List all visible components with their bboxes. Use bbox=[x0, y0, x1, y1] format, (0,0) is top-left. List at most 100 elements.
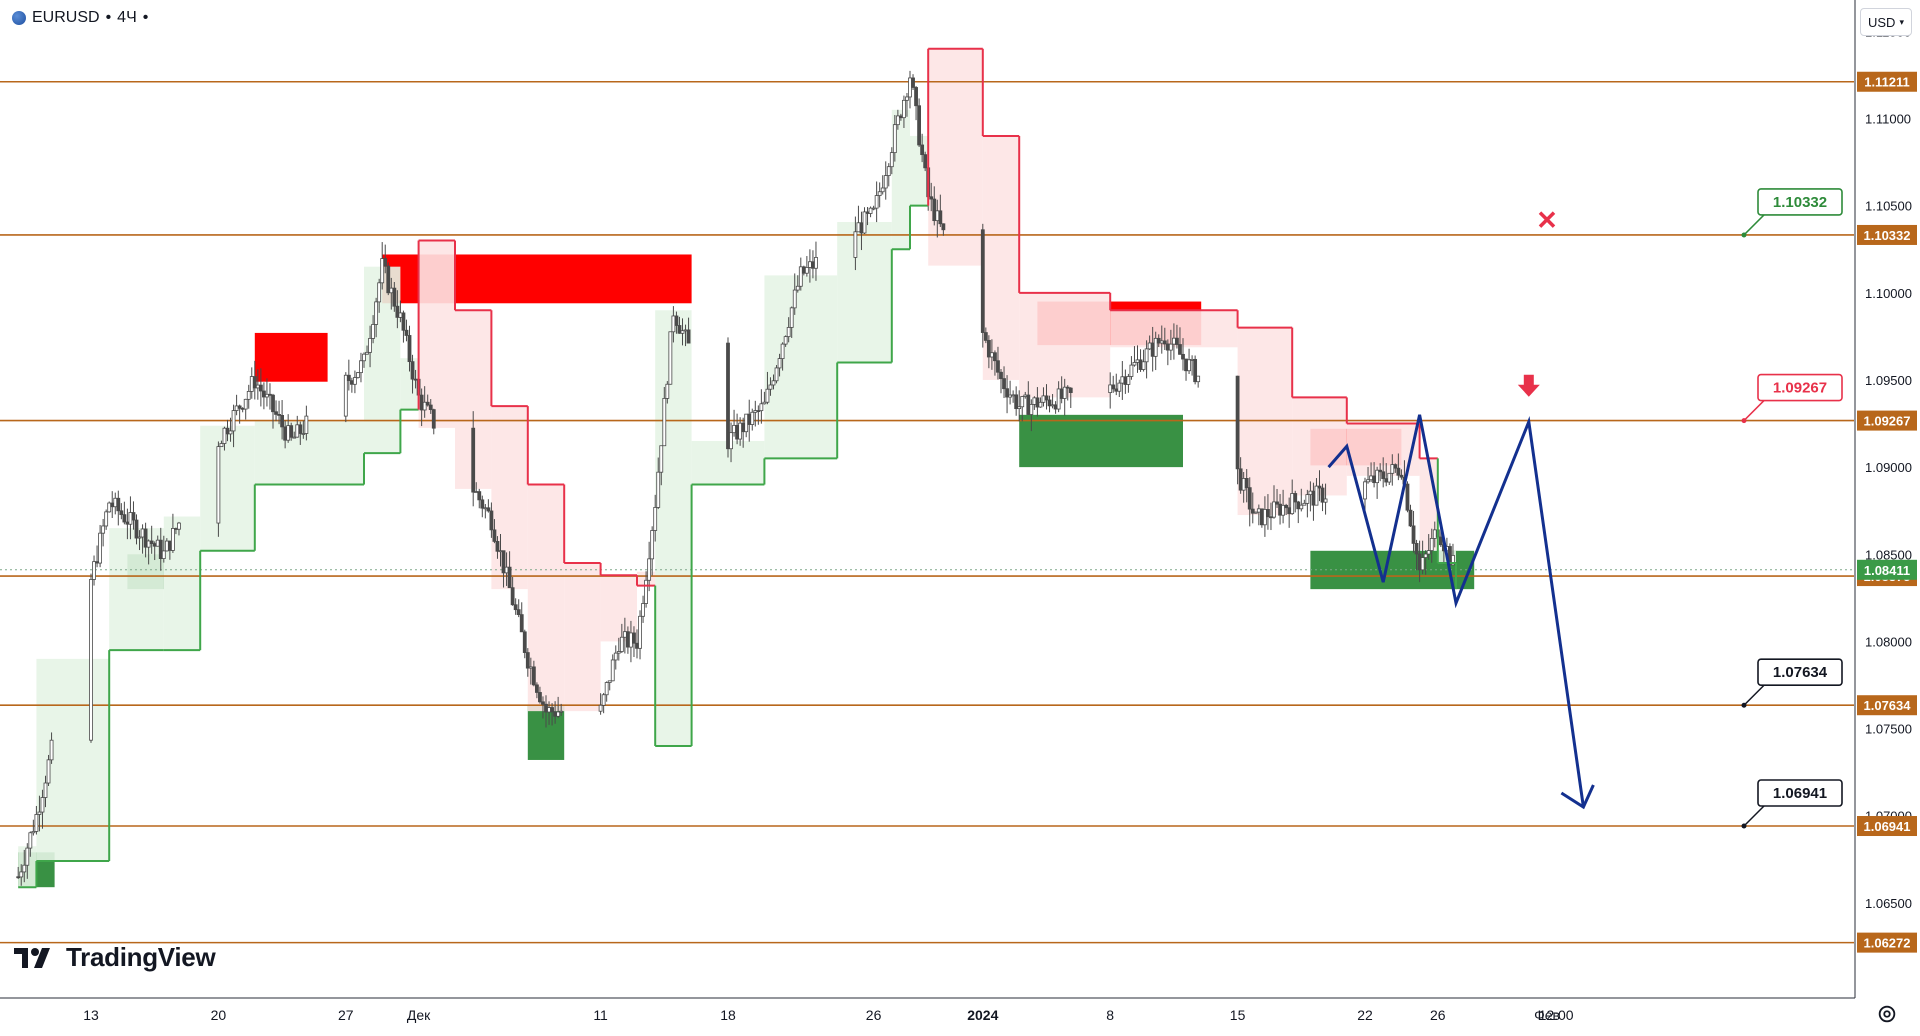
price-tick-label: 1.10500 bbox=[1865, 199, 1912, 214]
candle-body bbox=[765, 388, 770, 403]
candle-body bbox=[1138, 359, 1143, 370]
candle-body bbox=[1399, 474, 1404, 478]
callout-box-2[interactable] bbox=[1757, 658, 1843, 687]
candle-body bbox=[1375, 469, 1380, 484]
candle-body bbox=[1111, 384, 1116, 390]
candle-body bbox=[795, 285, 800, 291]
candle-body bbox=[553, 711, 557, 717]
candle-body bbox=[1411, 525, 1416, 544]
symbol-title[interactable]: EURUSD • 4Ч • bbox=[12, 9, 148, 27]
candle-body bbox=[1005, 388, 1009, 398]
callout-box-0[interactable] bbox=[1757, 188, 1843, 216]
candle-body bbox=[1190, 358, 1194, 361]
currency-button[interactable]: USD ▾ bbox=[1860, 8, 1912, 36]
candle-body bbox=[1053, 404, 1058, 410]
current-price-tag[interactable] bbox=[1857, 559, 1917, 580]
tradingview-logo-icon bbox=[14, 947, 50, 968]
candle-body bbox=[274, 411, 278, 415]
gear-icon[interactable] bbox=[1876, 1003, 1898, 1025]
date-tick-label: 12:00 bbox=[1539, 1007, 1574, 1023]
candle-body bbox=[556, 711, 561, 717]
candle-body bbox=[389, 287, 394, 294]
candle-body bbox=[1196, 375, 1201, 383]
brand-name: TradingView bbox=[66, 942, 216, 972]
candle-body bbox=[877, 191, 882, 196]
candle-body bbox=[920, 144, 925, 156]
date-tick-label: 26 bbox=[866, 1007, 882, 1023]
candle-body bbox=[798, 266, 803, 287]
candle-body bbox=[1275, 501, 1279, 505]
candle-body bbox=[1135, 359, 1140, 363]
candle-body bbox=[768, 384, 773, 390]
candle-body bbox=[1181, 353, 1185, 360]
candle-body bbox=[34, 814, 39, 832]
price-tick-label: 1.07500 bbox=[1865, 722, 1912, 737]
candle-body bbox=[422, 401, 427, 411]
candle-body bbox=[1250, 508, 1255, 514]
candle-body bbox=[1372, 475, 1376, 484]
candle-body bbox=[477, 491, 482, 501]
candle-body bbox=[377, 282, 382, 303]
candle-body bbox=[519, 614, 524, 633]
candle-body bbox=[271, 394, 275, 413]
candle-body bbox=[304, 415, 309, 434]
callout-label-3: 1.06941 bbox=[1773, 785, 1827, 802]
price-tick-label: 1.06500 bbox=[1865, 896, 1912, 911]
candle-body bbox=[101, 525, 106, 534]
candle-body bbox=[1378, 469, 1383, 473]
callout-anchor-0 bbox=[1741, 232, 1747, 238]
interval-label: 4Ч bbox=[117, 9, 137, 26]
candle-body bbox=[174, 528, 178, 530]
candle-body bbox=[95, 561, 99, 564]
candle-body bbox=[632, 632, 636, 644]
candle-body bbox=[1238, 468, 1243, 491]
candle-body bbox=[1314, 485, 1319, 506]
candle-body bbox=[659, 445, 664, 473]
level-price-tag-2[interactable] bbox=[1857, 410, 1917, 431]
level-price-tag-4[interactable] bbox=[1857, 695, 1917, 716]
candle-body bbox=[89, 579, 93, 741]
candle-body bbox=[729, 432, 733, 450]
candle-body bbox=[789, 307, 794, 328]
candle-body bbox=[483, 507, 488, 510]
candle-body bbox=[756, 410, 761, 412]
stop-fill-12 bbox=[564, 562, 601, 712]
candle-body bbox=[1417, 553, 1422, 571]
candle-body bbox=[374, 301, 379, 325]
candle-body bbox=[474, 491, 479, 494]
level-price-tag-1[interactable] bbox=[1857, 224, 1917, 245]
level-price-tag-6[interactable] bbox=[1857, 932, 1917, 953]
candle-body bbox=[265, 393, 269, 398]
time-axis-bg bbox=[0, 998, 1920, 1031]
candle-body bbox=[786, 327, 791, 338]
candle-body bbox=[1044, 395, 1049, 401]
level-price-tag-0[interactable] bbox=[1857, 71, 1917, 92]
demand-zone-3 bbox=[1019, 414, 1183, 468]
forecast-path[interactable] bbox=[1327, 414, 1585, 808]
candle-body bbox=[246, 391, 251, 400]
callout-box-1[interactable] bbox=[1757, 373, 1843, 402]
candle-body bbox=[1038, 401, 1043, 408]
candle-body bbox=[407, 335, 412, 363]
candle-body bbox=[911, 77, 915, 88]
candle-body bbox=[362, 353, 366, 362]
candle-body bbox=[607, 680, 612, 683]
level-price-tag-5[interactable] bbox=[1857, 816, 1917, 837]
candle-body bbox=[428, 404, 433, 411]
candle-body bbox=[170, 528, 175, 551]
stop-fill-13 bbox=[600, 575, 637, 642]
candle-body bbox=[674, 315, 679, 326]
candle-body bbox=[886, 166, 891, 176]
candle-body bbox=[938, 210, 943, 225]
candle-body bbox=[1259, 508, 1264, 526]
callout-anchor-3 bbox=[1741, 823, 1747, 829]
candle-body bbox=[598, 704, 603, 712]
callout-box-3[interactable] bbox=[1757, 779, 1843, 807]
candle-body bbox=[1159, 340, 1164, 344]
candle-body bbox=[792, 289, 797, 309]
candle-body bbox=[1235, 375, 1240, 470]
brand-logo[interactable]: TradingView bbox=[14, 942, 216, 973]
forecast-arrowhead-icon bbox=[1560, 784, 1595, 810]
